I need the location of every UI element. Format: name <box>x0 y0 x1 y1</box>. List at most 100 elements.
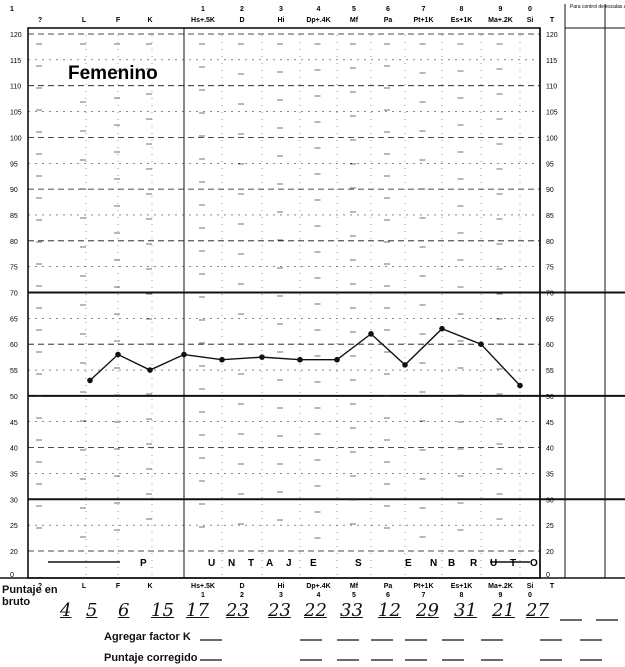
tick-left-20: 20 <box>10 549 18 556</box>
tick-right-80: 80 <box>546 239 554 246</box>
scale-num-top-11: 8 <box>460 6 464 13</box>
scale-num-top-5: 2 <box>240 6 244 13</box>
scale-num-top-10: 7 <box>422 6 426 13</box>
scale-num-bottom-10: 7 <box>422 592 426 599</box>
scale-abbr-bottom-10: Pt+1K <box>413 583 433 590</box>
banner-letter-14: O <box>530 558 540 569</box>
scale-num-top-12: 9 <box>499 6 503 13</box>
scale-num-top-13: 0 <box>528 6 532 13</box>
tick-right-100: 100 <box>546 135 558 142</box>
subtitle-femenino: Femenino <box>68 63 158 84</box>
scale-abbr-bottom-7: Dp+.4K <box>306 583 330 590</box>
tick-left-105: 105 <box>10 110 22 117</box>
scale-num-bottom-8: 5 <box>352 592 356 599</box>
raw-score-2: 6 <box>118 600 130 621</box>
tick-left-70: 70 <box>10 291 18 298</box>
tick-left-80: 80 <box>10 239 18 246</box>
tick-left-100: 100 <box>10 135 22 142</box>
profile-point-Mf <box>334 356 340 363</box>
scale-num-top-4: 1 <box>201 6 205 13</box>
scale-num-top-7: 4 <box>317 6 321 13</box>
scale-abbr-bottom-13: Si <box>527 583 534 590</box>
side-note: Para control de escalas adicionales <box>570 4 625 10</box>
banner-letter-4: A <box>266 558 275 569</box>
puntaje-en-bruto-label: Puntaje en bruto <box>2 584 58 608</box>
tick-left-45: 45 <box>10 420 18 427</box>
banner-letter-0: P <box>140 558 149 569</box>
tick-left-85: 85 <box>10 213 18 220</box>
raw-score-9: 12 <box>378 600 401 621</box>
tick-right-25: 25 <box>546 523 554 530</box>
scale-abbr-bottom-12: Ma+.2K <box>488 583 513 590</box>
tick-left-25: 25 <box>10 523 18 530</box>
profile-point-Pa <box>368 331 374 337</box>
scale-abbr-bottom-9: Pa <box>384 583 393 590</box>
tick-left-55: 55 <box>10 368 18 375</box>
raw-score-10: 29 <box>416 600 439 621</box>
scale-abbr-top-2: F <box>116 17 121 24</box>
profile-point-Hs+.5K <box>181 351 187 358</box>
tick-right-30: 30 <box>546 497 554 504</box>
scale-abbr-top-14: T <box>550 17 555 24</box>
tick-left-110: 110 <box>10 84 21 91</box>
tick-left-35: 35 <box>10 471 18 478</box>
chart-frame <box>27 27 541 579</box>
scale-num-bottom-5: 2 <box>240 592 244 599</box>
profile-point-Si <box>517 382 523 389</box>
scale-abbr-top-1: L <box>82 17 87 24</box>
tick-right-70: 70 <box>546 291 554 298</box>
tick-right-85: 85 <box>546 213 554 220</box>
raw-score-3: 15 <box>151 600 174 621</box>
scale-abbr-top-5: D <box>239 17 244 24</box>
scale-num-top-6: 3 <box>279 6 283 13</box>
scale-abbr-top-12: Ma+.2K <box>488 17 513 24</box>
scale-abbr-bottom-1: L <box>82 583 87 590</box>
raw-score-4: 17 <box>186 600 209 621</box>
tick-right-75: 75 <box>546 265 554 272</box>
banner-letter-11: R <box>470 558 479 569</box>
tick-left-120: 120 <box>10 32 22 39</box>
profile-point-Ma+.2K <box>478 341 484 348</box>
tick-left-75: 75 <box>10 265 18 272</box>
scale-abbr-bottom-4: Hs+.5K <box>191 583 215 590</box>
tick-left-95: 95 <box>10 161 18 168</box>
raw-score-11: 31 <box>454 600 477 621</box>
banner-letter-6: E <box>310 558 319 569</box>
scale-num-bottom-9: 6 <box>386 592 390 599</box>
tick-right-115: 115 <box>546 58 557 65</box>
scale-abbr-bottom-3: K <box>147 583 152 590</box>
scale-abbr-top-4: Hs+.5K <box>191 17 215 24</box>
banner-letter-12: U <box>490 558 499 569</box>
scale-abbr-top-10: Pt+1K <box>413 17 433 24</box>
banner-letter-5: J <box>286 558 294 569</box>
raw-score-5: 23 <box>226 600 249 621</box>
raw-score-7: 22 <box>304 600 327 621</box>
scale-num-bottom-6: 3 <box>279 592 283 599</box>
raw-score-0: 4 <box>60 600 72 621</box>
tick-left-50: 50 <box>10 394 18 401</box>
raw-score-1: 5 <box>86 600 98 621</box>
tick-left-40: 40 <box>10 446 18 453</box>
agregar-factor-k-label: Agregar factor K <box>104 631 191 643</box>
scale-abbr-bottom-6: Hi <box>278 583 285 590</box>
profile-point-F <box>115 351 121 358</box>
scale-abbr-top-6: Hi <box>278 17 285 24</box>
tick-right-120: 120 <box>546 32 558 39</box>
scale-abbr-bottom-2: F <box>116 583 121 590</box>
banner-letter-7: S <box>355 558 364 569</box>
scale-num-bottom-12: 9 <box>499 592 503 599</box>
profile-point-Dp+.4K <box>297 356 303 363</box>
profile-line <box>89 327 521 387</box>
banner-letter-9: N <box>430 558 439 569</box>
scale-num-bottom-11: 8 <box>460 592 464 599</box>
banner-letter-2: N <box>228 558 237 569</box>
scale-num-top-8: 5 <box>352 6 356 13</box>
tick-left-115: 115 <box>10 58 21 65</box>
tick-right-65: 65 <box>546 316 554 323</box>
tick-left-0: 0 <box>10 572 14 579</box>
tick-right-60: 60 <box>546 342 554 349</box>
scale-abbr-bottom-14: T <box>550 583 555 590</box>
tick-right-55: 55 <box>546 368 554 375</box>
